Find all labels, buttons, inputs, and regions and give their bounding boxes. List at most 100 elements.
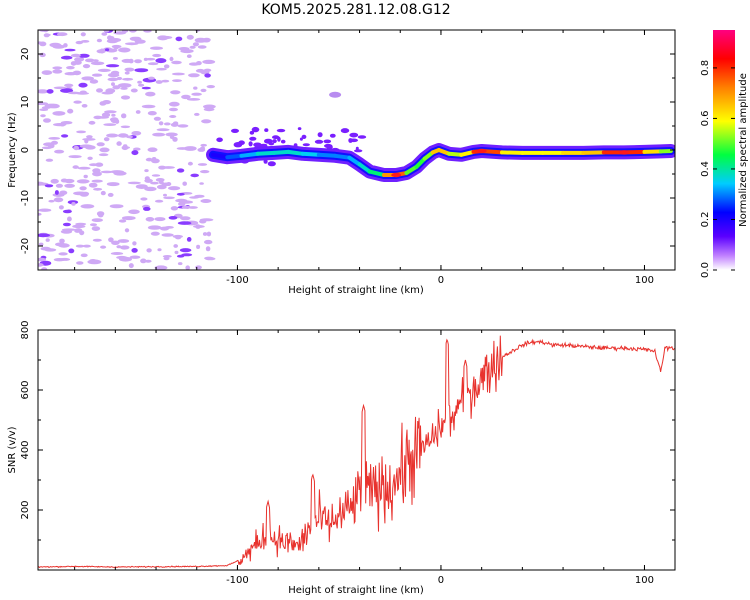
noise-blob: [101, 112, 111, 118]
noise-blob: [103, 123, 117, 126]
noise-blob: [41, 146, 52, 150]
noise-blob: [55, 183, 64, 188]
y-tick-label: 600: [20, 380, 31, 399]
noise-blob: [97, 68, 111, 72]
noise-blob: [127, 181, 141, 185]
snr-frame: [37, 329, 676, 571]
x-tick-label: 100: [635, 275, 654, 286]
noise-blob: [180, 216, 191, 221]
noise-blob: [251, 126, 260, 133]
noise-blob: [145, 217, 155, 222]
noise-blob: [99, 147, 110, 153]
noise-blob: [59, 238, 65, 244]
noise-blob: [138, 83, 145, 87]
noise-blob: [168, 101, 180, 107]
noise-blob: [203, 104, 216, 109]
noise-blob: [141, 104, 156, 109]
noise-blob: [60, 55, 73, 60]
noise-blob: [202, 59, 216, 64]
track-segment: [347, 155, 362, 167]
noise-blob: [158, 165, 167, 170]
noise-blob: [52, 111, 66, 116]
noise-blob: [38, 41, 42, 45]
noise-blob: [264, 128, 269, 133]
noise-blob: [169, 135, 175, 139]
noise-blob: [297, 127, 302, 131]
noise-blob: [96, 142, 105, 147]
noise-blob: [128, 263, 134, 269]
snr-ylabel: SNR (v/v): [7, 426, 18, 473]
y-tick-label: -10: [20, 190, 31, 206]
noise-blob: [107, 35, 113, 40]
noise-blob: [140, 258, 147, 264]
noise-blob: [60, 88, 74, 93]
noise-blob: [151, 174, 161, 177]
noise-blob: [81, 76, 94, 81]
noise-blob: [70, 61, 77, 66]
noise-blob: [119, 245, 130, 250]
noise-blob: [64, 48, 76, 52]
noise-blob: [204, 239, 213, 245]
noise-blob: [188, 62, 200, 66]
noise-blob: [111, 82, 115, 86]
y-tick-label: 400: [20, 440, 31, 459]
noise-blob: [280, 139, 286, 144]
noise-blob: [82, 138, 96, 141]
noise-blob: [110, 252, 124, 255]
noise-blob: [75, 222, 87, 226]
noise-blob: [192, 42, 199, 47]
noise-blob: [200, 199, 212, 203]
noise-blob: [168, 186, 181, 191]
noise-blob: [99, 101, 105, 106]
noise-blob: [38, 212, 42, 216]
track-segment: [300, 151, 321, 157]
noise-blob: [179, 248, 192, 253]
noise-blob: [177, 221, 192, 225]
noise-blob: [103, 137, 110, 142]
noise-blob: [124, 71, 130, 75]
noise-blob: [122, 77, 134, 81]
track-segment: [211, 152, 230, 160]
noise-blob: [46, 89, 54, 94]
noise-blob: [169, 56, 174, 62]
noise-blob: [113, 31, 127, 35]
noise-blob: [181, 94, 191, 100]
noise-blob: [150, 46, 163, 50]
y-tick-label: 20: [20, 48, 31, 61]
noise-blob: [130, 88, 138, 93]
noise-blob: [105, 48, 110, 52]
noise-blob: [187, 161, 193, 166]
noise-blob: [147, 111, 157, 116]
noise-blob: [203, 107, 215, 112]
noise-blob: [172, 79, 182, 82]
noise-blob: [249, 136, 257, 141]
noise-blob: [176, 168, 185, 173]
noise-blob: [146, 248, 152, 253]
snr-line: [38, 335, 675, 569]
x-tick-label: -100: [226, 575, 249, 586]
colorbar-tick-label: 0.8: [700, 60, 711, 76]
track-segment: [447, 151, 464, 157]
noise-blob: [62, 222, 71, 227]
noise-blob: [81, 104, 88, 108]
noise-blob: [216, 137, 223, 143]
noise-blob: [176, 192, 185, 196]
noise-blob: [79, 144, 93, 148]
noise-blob: [58, 252, 68, 256]
noise-blob: [118, 47, 131, 53]
noise-blob: [77, 166, 91, 170]
noise-blob: [155, 58, 167, 64]
noise-blob: [116, 245, 122, 249]
noise-blob: [156, 184, 167, 190]
noise-blob: [53, 86, 67, 90]
noise-blob: [93, 187, 103, 191]
noise-blob: [76, 179, 90, 184]
noise-blob: [170, 206, 179, 211]
noise-blob: [156, 67, 167, 71]
noise-blob: [106, 182, 120, 187]
noise-blob: [114, 119, 120, 124]
noise-blob: [43, 118, 51, 123]
noise-blob: [43, 142, 55, 147]
noise-blob: [200, 143, 207, 147]
